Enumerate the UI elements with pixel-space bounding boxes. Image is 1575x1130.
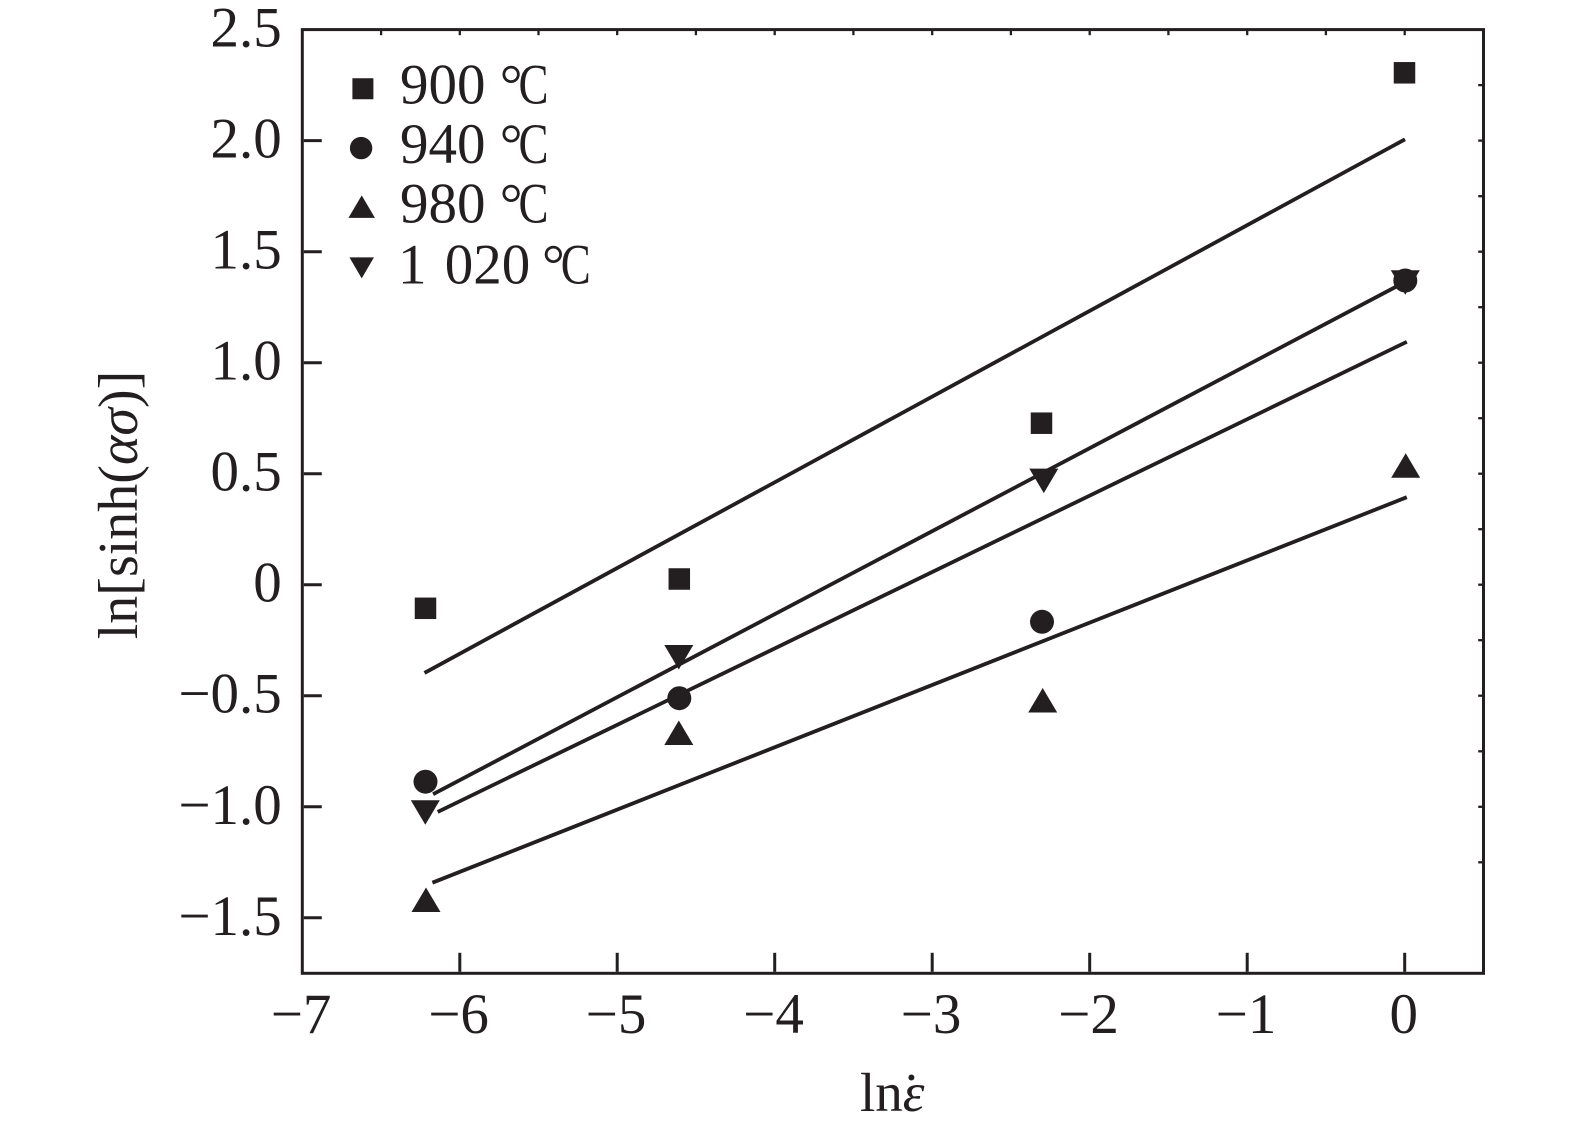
svg-text:ln[sinh(ασ)]: ln[sinh(ασ)] (88, 371, 150, 640)
svg-text:2.5: 2.5 (211, 0, 282, 60)
svg-text:−1.0: −1.0 (178, 774, 281, 837)
svg-text:940 °C: 940 °C (400, 113, 549, 176)
svg-text:2.0: 2.0 (211, 108, 282, 171)
svg-text:0: 0 (253, 552, 282, 615)
svg-text:−6: −6 (428, 983, 489, 1046)
svg-text:0: 0 (1389, 983, 1418, 1046)
svg-text:−1.5: −1.5 (178, 885, 281, 948)
svg-text:−5: −5 (586, 983, 647, 1046)
svg-text:−0.5: −0.5 (178, 663, 281, 726)
svg-text:980 °C: 980 °C (400, 173, 549, 236)
svg-text:1.0: 1.0 (211, 330, 282, 393)
svg-text:−3: −3 (901, 983, 962, 1046)
svg-text:lnε: lnε (860, 1062, 925, 1123)
svg-text:−2: −2 (1058, 983, 1119, 1046)
svg-text:1 020 °C: 1 020 °C (398, 233, 591, 296)
svg-text:0.5: 0.5 (211, 441, 282, 504)
svg-text:−7: −7 (271, 983, 332, 1046)
svg-text:900 °C: 900 °C (400, 54, 549, 117)
svg-text:1.5: 1.5 (211, 219, 282, 282)
svg-text:−4: −4 (743, 983, 804, 1046)
svg-text:−1: −1 (1216, 983, 1277, 1046)
